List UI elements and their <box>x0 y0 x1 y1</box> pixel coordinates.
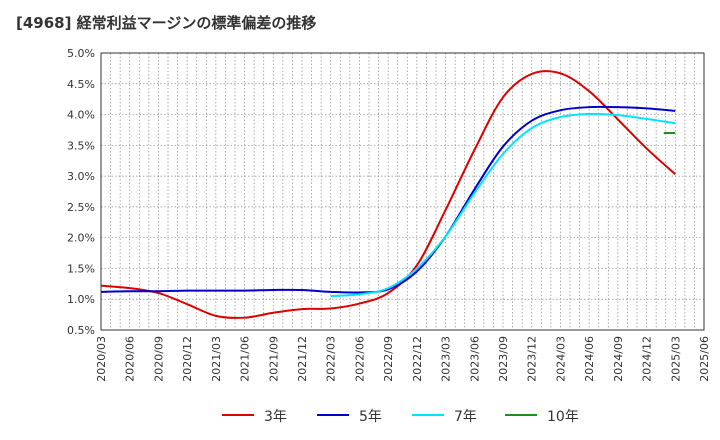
legend-label: 7年 <box>454 409 477 425</box>
legend-label: 5年 <box>359 409 382 425</box>
x-tick-label: 2023/09 <box>497 336 510 382</box>
x-tick-label: 2025/03 <box>669 336 682 382</box>
x-tick-label: 2023/06 <box>468 336 481 382</box>
line-chart: 0.5% 1.0% 1.5% 2.0% 2.5% 3.0% 3.5% 4.0% 4.5% 5.0%… <box>67 47 711 382</box>
legend-swatch <box>222 414 254 416</box>
x-tick-label: 2022/03 <box>325 336 338 382</box>
y-tick-label: 5.0% <box>67 47 95 60</box>
x-tick-label: 2020/06 <box>124 336 137 382</box>
y-tick-label: 3.0% <box>67 170 95 183</box>
plot-frame <box>100 52 705 331</box>
x-tick-label: 2024/09 <box>612 336 625 382</box>
y-tick-label: 4.5% <box>67 78 95 91</box>
series-line-2 <box>100 105 676 294</box>
x-tick-label: 2021/12 <box>296 336 309 382</box>
y-tick-label: 2.0% <box>67 232 95 245</box>
series-line-1 <box>100 70 676 319</box>
chart-title: [4968] 経常利益マージンの標準偏差の推移 <box>16 14 317 32</box>
legend: 3年 5年 7年 10年 <box>0 400 720 430</box>
x-tick-label: 2022/12 <box>411 336 424 382</box>
axes: 0.5% 1.0% 1.5% 2.0% 2.5% 3.0% 3.5% 4.0% 4.5% 5.0%… <box>67 47 711 382</box>
x-tick-label: 2022/06 <box>353 336 366 382</box>
x-tick-label: 2024/06 <box>583 336 596 382</box>
x-tick-label: 2023/12 <box>526 336 539 382</box>
y-tick-label: 2.5% <box>67 201 95 214</box>
y-tick-label: 1.0% <box>67 293 95 306</box>
x-tick-label: 2025/06 <box>698 336 711 382</box>
legend-swatch <box>317 414 349 416</box>
x-tick-label: 2020/03 <box>95 336 108 382</box>
x-tick-label: 2020/09 <box>152 336 165 382</box>
x-tick-label: 2024/12 <box>641 336 654 382</box>
x-tick-label: 2022/09 <box>382 336 395 382</box>
x-tick-label: 2021/06 <box>239 336 252 382</box>
series-line-3 <box>330 112 676 298</box>
y-tick-label: 3.5% <box>67 139 95 152</box>
x-tick-label: 2021/09 <box>267 336 280 382</box>
x-tick-label: 2021/03 <box>210 336 223 382</box>
grid-lines <box>100 52 704 331</box>
x-tick-label: 2024/03 <box>554 336 567 382</box>
legend-label: 3年 <box>264 409 287 425</box>
y-tick-label: 4.0% <box>67 109 95 122</box>
y-tick-label: 1.5% <box>67 262 95 275</box>
legend-label: 10年 <box>547 409 579 425</box>
legend-swatch <box>505 414 537 416</box>
x-tick-label: 2020/12 <box>181 336 194 382</box>
y-tick-label: 0.5% <box>67 324 95 337</box>
series-lines <box>100 70 676 319</box>
legend-swatch <box>412 414 444 416</box>
x-tick-label: 2023/03 <box>440 336 453 382</box>
